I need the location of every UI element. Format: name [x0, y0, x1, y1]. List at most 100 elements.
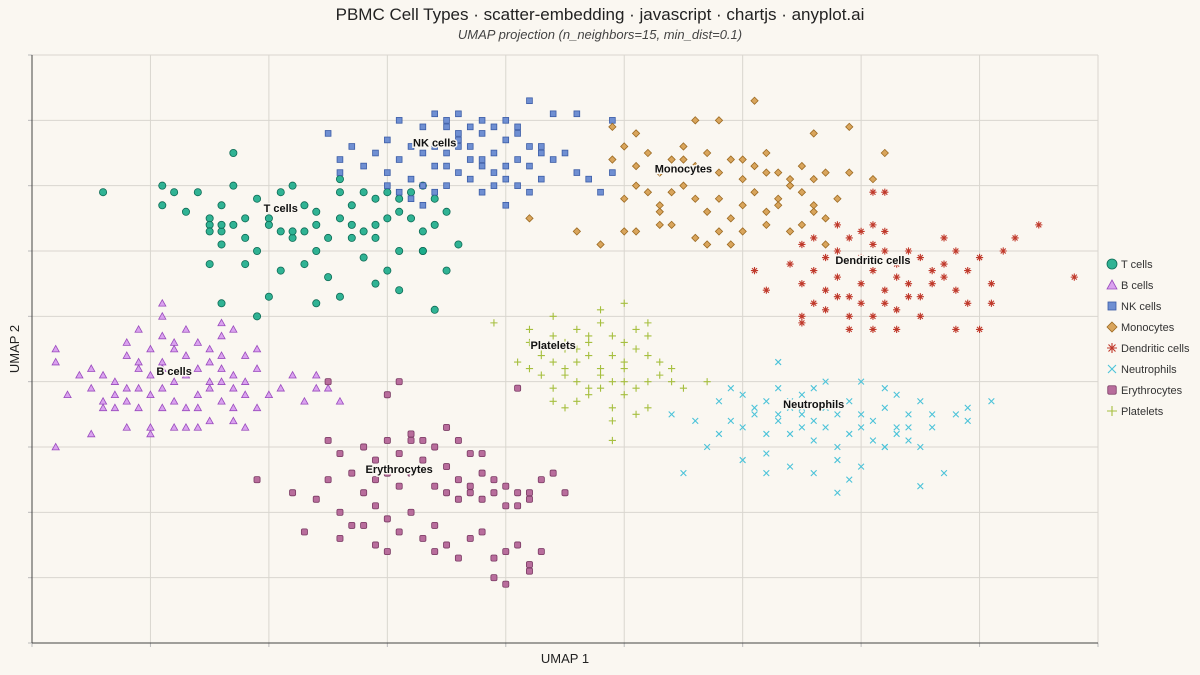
- series-dendritic-cells: [750, 188, 1078, 333]
- data-point: [360, 521, 368, 529]
- data-point: [526, 489, 533, 497]
- chart-title: PBMC Cell Types · scatter-embedding · ja…: [336, 5, 865, 24]
- data-point: [335, 188, 344, 197]
- data-point: [620, 142, 629, 151]
- data-point: [964, 299, 972, 307]
- data-point: [975, 253, 984, 262]
- legend-marker: [1106, 258, 1118, 270]
- data-point: [632, 384, 640, 392]
- data-point: [443, 489, 451, 497]
- data-point: [596, 365, 605, 373]
- data-point: [122, 422, 132, 431]
- data-point: [311, 383, 321, 392]
- data-point: [526, 97, 533, 105]
- data-point: [620, 227, 629, 236]
- data-point: [680, 469, 687, 477]
- data-point: [632, 325, 640, 333]
- data-point: [702, 240, 712, 249]
- data-point: [620, 378, 628, 386]
- data-point: [205, 220, 214, 229]
- data-point: [311, 370, 321, 379]
- data-point: [857, 378, 865, 385]
- y-axis-label: UMAP 2: [7, 325, 22, 373]
- data-point: [774, 384, 782, 392]
- data-point: [169, 422, 179, 431]
- data-point: [821, 168, 830, 177]
- data-point: [395, 194, 404, 203]
- data-point: [714, 227, 724, 236]
- data-point: [845, 325, 853, 333]
- data-point: [419, 437, 427, 444]
- data-point: [798, 280, 806, 288]
- data-point: [537, 351, 545, 360]
- data-point: [987, 299, 995, 307]
- data-point: [384, 169, 391, 176]
- data-point: [134, 324, 143, 333]
- data-point: [466, 535, 474, 542]
- data-point: [288, 233, 297, 242]
- data-point: [893, 325, 901, 333]
- data-point: [917, 397, 924, 405]
- data-point: [916, 293, 924, 301]
- data-point: [395, 117, 403, 124]
- data-point: [431, 548, 439, 555]
- data-point: [431, 143, 438, 150]
- data-point: [336, 156, 344, 163]
- data-point: [620, 299, 628, 307]
- data-point: [146, 422, 155, 431]
- cluster-label: T cells: [264, 203, 298, 215]
- series-platelets: [490, 299, 711, 445]
- cluster-label: B cells: [156, 366, 191, 378]
- cluster-label: Dendritic cells: [835, 255, 910, 267]
- data-point: [300, 201, 309, 210]
- data-point: [797, 161, 807, 171]
- data-point: [407, 214, 416, 223]
- data-point: [289, 489, 297, 497]
- data-point: [893, 306, 901, 314]
- data-point: [490, 574, 498, 582]
- data-point: [276, 266, 285, 275]
- data-point: [454, 476, 462, 484]
- data-point: [762, 207, 771, 216]
- data-point: [98, 403, 108, 412]
- data-point: [514, 541, 522, 549]
- data-point: [169, 344, 179, 353]
- data-point: [229, 181, 238, 190]
- data-point: [952, 411, 960, 418]
- data-point: [443, 162, 450, 170]
- cluster-label: Platelets: [531, 340, 576, 352]
- data-point: [217, 318, 226, 327]
- data-point: [904, 247, 913, 255]
- data-point: [348, 143, 356, 150]
- data-point: [443, 149, 450, 157]
- data-point: [478, 156, 486, 163]
- data-point: [834, 456, 841, 464]
- data-point: [372, 456, 379, 464]
- legend-item: NK cells: [1107, 301, 1162, 313]
- data-point: [502, 502, 510, 510]
- legend-label: Neutrophils: [1121, 364, 1177, 376]
- legend-label: Erythrocytes: [1121, 385, 1183, 397]
- data-point: [738, 155, 747, 164]
- data-point: [181, 403, 191, 412]
- data-point: [834, 411, 841, 418]
- data-point: [502, 162, 510, 170]
- data-point: [810, 267, 818, 275]
- data-point: [596, 384, 605, 392]
- data-point: [490, 476, 498, 484]
- data-point: [881, 384, 889, 392]
- data-point: [702, 207, 712, 216]
- legend-label: T cells: [1121, 259, 1153, 271]
- data-point: [538, 149, 545, 157]
- data-point: [822, 424, 829, 431]
- data-point: [762, 286, 770, 294]
- series-b-cells: [51, 298, 345, 451]
- data-point: [312, 207, 321, 216]
- data-point: [276, 227, 285, 236]
- data-point: [395, 450, 403, 457]
- data-point: [785, 174, 795, 184]
- data-point: [644, 351, 652, 360]
- data-point: [418, 246, 427, 255]
- data-point: [205, 357, 214, 366]
- data-point: [869, 188, 877, 196]
